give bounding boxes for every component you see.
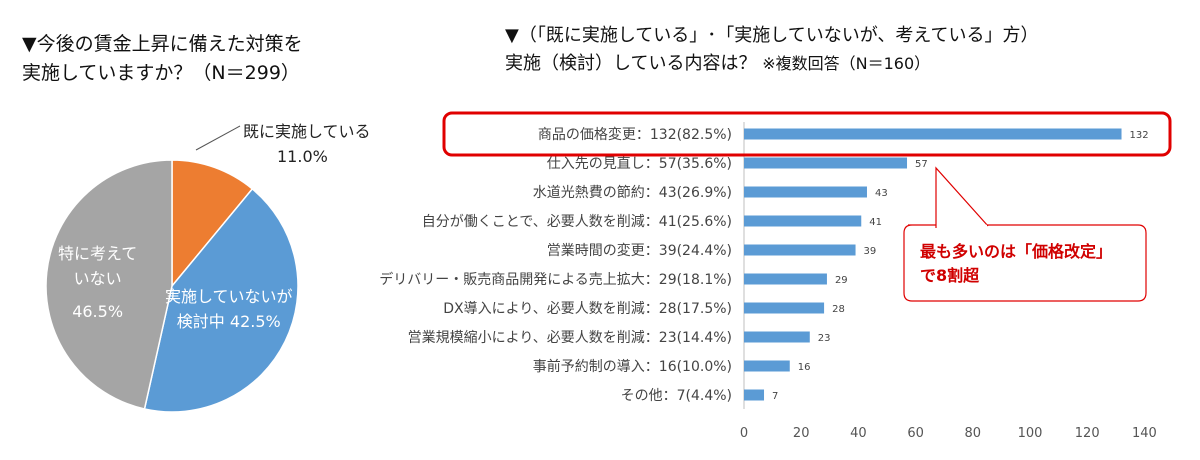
bar-category-label-0: 商品の価格変更：132(82.5%) xyxy=(538,126,732,143)
x-tick-label-100: 100 xyxy=(1018,426,1043,441)
bar-value-label-0: 132 xyxy=(1130,130,1149,141)
bar-value-label-1: 57 xyxy=(915,159,928,170)
pie-slice-implemented xyxy=(171,159,254,289)
bar-title-line2-row: 実施（検討）している内容は？ ※複数回答（N＝160） xyxy=(505,50,1039,78)
bar-category-label-3: 自分が働くことで、必要人数を削減：41(25.6%) xyxy=(422,213,732,230)
bar-4 xyxy=(744,244,856,256)
pie-title-line2: 実施していますか？（N＝299） xyxy=(22,62,300,84)
bar-category-label-6: DX導入により、必要人数を削減：28(17.5%) xyxy=(443,300,732,317)
bar-value-label-2: 43 xyxy=(875,188,888,199)
pie-label-not-considering-name1: 特に考えて xyxy=(58,244,138,263)
bar-category-label-9: その他：7(4.4%) xyxy=(621,388,732,404)
pie-label-not-considering: 特に考えて いない 46.5% xyxy=(58,241,137,324)
pie-label-not-considering-name2: いない xyxy=(73,269,122,288)
bar-2 xyxy=(744,186,867,198)
callout-box xyxy=(903,224,1147,302)
bar-title-line1: ▼（「既に実施している」･「実施していないが、考えている」方） xyxy=(505,25,1039,46)
pie-slice-considering xyxy=(143,187,299,413)
bar-title-note: ※複数回答（N＝160） xyxy=(762,54,931,73)
bar-category-label-4: 営業時間の変更：39(24.4%) xyxy=(547,242,732,259)
pie-label-considering-value: 検討中 42.5% xyxy=(176,312,281,331)
bar-6 xyxy=(744,302,825,314)
bar-marks: 商品の価格変更：132(82.5%) 132 仕入先の見直し：57(35.6%) 57… xyxy=(379,126,1148,404)
bar-category-label-5: デリバリー・販売商品開発による売上拡大：29(18.1%) xyxy=(379,271,732,288)
pie-leader-line xyxy=(195,125,241,151)
bar-9 xyxy=(744,389,765,401)
bar-ticks: 0 20 40 60 80 100 120 140 xyxy=(740,426,1157,441)
callout-text: 最も多いのは「価格改定」 で8割超 xyxy=(920,240,1112,288)
bar-3 xyxy=(744,215,862,227)
pie-label-implemented-value: 11.0% xyxy=(277,147,328,166)
pie-slices xyxy=(45,159,299,413)
x-tick-label-80: 80 xyxy=(965,426,982,441)
callout-line1: 最も多いのは「価格改定」 xyxy=(920,242,1113,261)
bar-title-line2: 実施（検討）している内容は？ xyxy=(505,53,757,74)
bar-value-label-6: 28 xyxy=(832,304,845,315)
bar-value-label-9: 7 xyxy=(772,391,778,402)
bar-0 xyxy=(744,128,1122,140)
pie-slice-not-considering xyxy=(45,159,173,410)
x-tick-label-120: 120 xyxy=(1075,426,1100,441)
x-tick-label-0: 0 xyxy=(740,426,748,441)
pie-title-line1: ▼今後の賃金上昇に備えた対策を xyxy=(22,33,303,55)
bar-7 xyxy=(744,331,810,343)
bar-category-label-1: 仕入先の見直し：57(35.6%) xyxy=(547,155,732,172)
callout-line2: で8割超 xyxy=(920,266,980,285)
bar-value-label-7: 23 xyxy=(818,333,831,344)
bar-category-label-8: 事前予約制の導入：16(10.0%) xyxy=(533,358,732,375)
bar-value-label-8: 16 xyxy=(798,362,811,373)
x-tick-label-40: 40 xyxy=(850,426,867,441)
bar-category-label-2: 水道光熱費の節約：43(26.9%) xyxy=(533,184,732,201)
pie-label-not-considering-value: 46.5% xyxy=(72,302,124,321)
pie-label-implemented-name: 既に実施している xyxy=(243,122,371,141)
bar-chart-title: ▼（「既に実施している」･「実施していないが、考えている」方） 実施（検討）して… xyxy=(505,22,1039,78)
x-tick-label-20: 20 xyxy=(793,426,810,441)
bar-1 xyxy=(744,157,908,169)
bar-value-label-3: 41 xyxy=(869,217,882,228)
pie-label-considering: 実施していないが 検討中 42.5% xyxy=(165,284,293,334)
bar-5 xyxy=(744,273,827,285)
x-tick-label-140: 140 xyxy=(1132,426,1157,441)
pie-chart-title: ▼今後の賃金上昇に備えた対策を 実施していますか？（N＝299） xyxy=(22,30,303,88)
x-tick-label-60: 60 xyxy=(907,426,924,441)
bar-value-label-4: 39 xyxy=(864,246,877,257)
bar-value-label-5: 29 xyxy=(835,275,848,286)
pie-label-considering-name: 実施していないが xyxy=(165,287,293,306)
callout-pointer xyxy=(935,166,989,228)
bar-8 xyxy=(744,360,790,372)
bar-category-label-7: 営業規模縮小により、必要人数を削減：23(14.4%) xyxy=(408,329,732,346)
pie-label-implemented: 既に実施している 11.0% xyxy=(243,119,371,169)
highlight-box xyxy=(442,111,1172,157)
